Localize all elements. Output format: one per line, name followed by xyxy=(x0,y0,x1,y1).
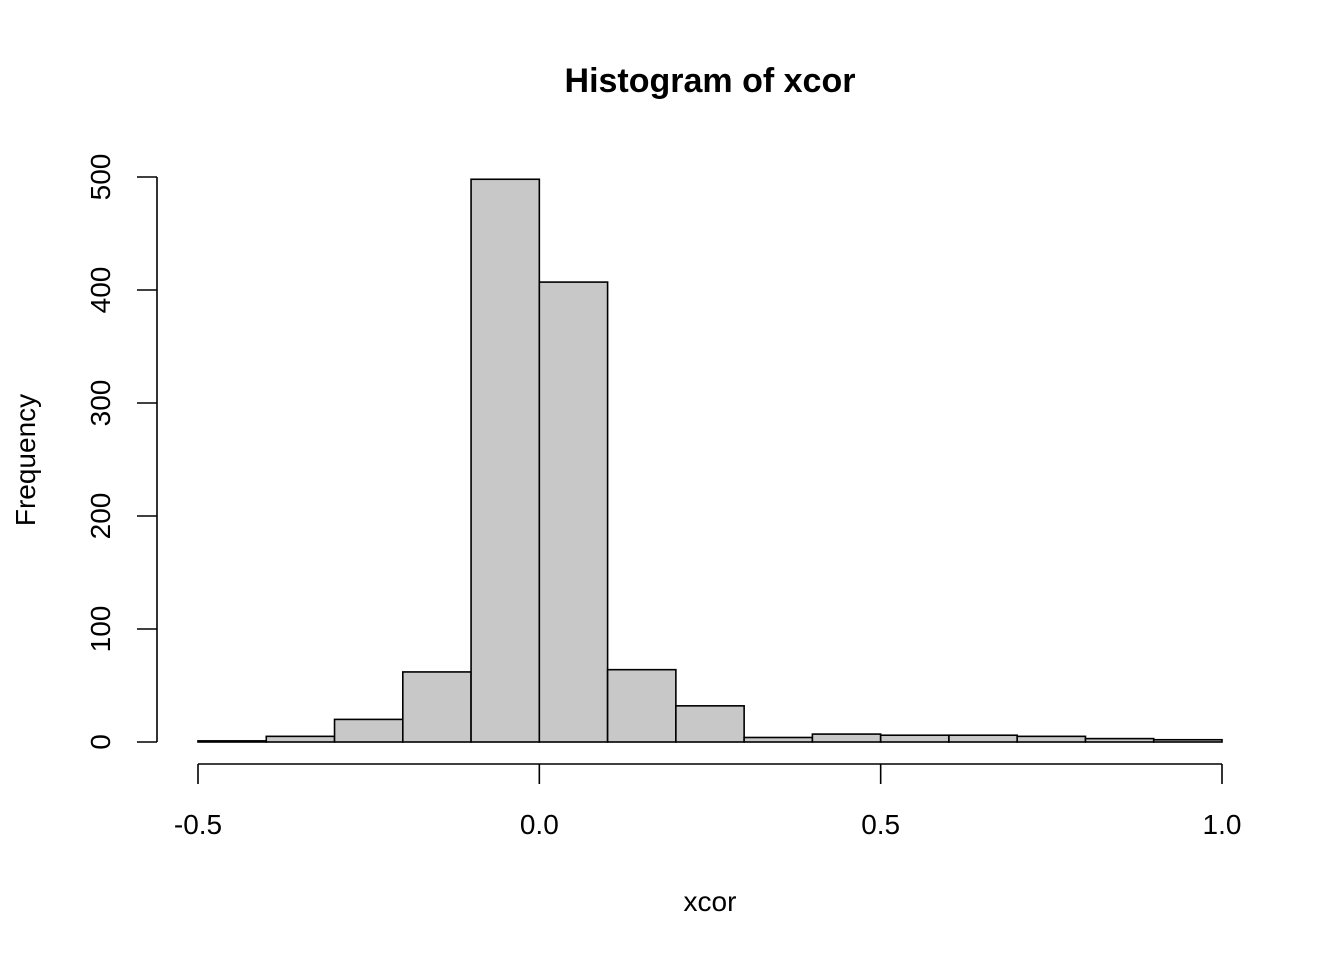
histogram-bar-9 xyxy=(811,733,882,743)
x-axis-label: xcor xyxy=(684,886,737,917)
chart-title: Histogram of xcor xyxy=(565,62,856,100)
y-tick-label-1: 100 xyxy=(85,606,116,653)
histogram-bar-5 xyxy=(538,281,609,743)
x-tick-label-3: 1.0 xyxy=(1203,809,1242,840)
y-axis-label: Frequency xyxy=(10,394,41,526)
x-tick-label-0: -0.5 xyxy=(174,809,222,840)
x-tick-label-1: 0.0 xyxy=(520,809,559,840)
y-axis: 0 100 200 300 400 500 xyxy=(85,154,158,750)
histogram-bar-13 xyxy=(1084,737,1155,743)
histogram-bar-12 xyxy=(1016,735,1087,743)
y-tick-label-5: 500 xyxy=(85,154,116,201)
histogram-bar-3 xyxy=(401,671,472,743)
y-tick-label-0: 0 xyxy=(85,734,116,750)
histogram-bar-10 xyxy=(879,734,950,743)
histogram-bar-8 xyxy=(743,736,814,743)
histogram-bar-6 xyxy=(606,668,677,743)
histogram-bar-4 xyxy=(470,178,541,743)
histogram-bar-11 xyxy=(948,734,1019,743)
histogram-bar-14 xyxy=(1152,738,1223,743)
y-tick-label-3: 300 xyxy=(85,380,116,427)
histogram-bar-1 xyxy=(265,735,336,743)
y-tick-label-4: 400 xyxy=(85,267,116,314)
histogram-bar-7 xyxy=(675,705,745,743)
histogram-bar-2 xyxy=(333,718,404,743)
bars-group xyxy=(197,178,1223,743)
x-tick-label-2: 0.5 xyxy=(861,809,900,840)
y-tick-label-2: 200 xyxy=(85,493,116,540)
histogram-bar-0 xyxy=(197,740,268,743)
x-axis: -0.5 0.0 0.5 1.0 xyxy=(174,763,1242,840)
